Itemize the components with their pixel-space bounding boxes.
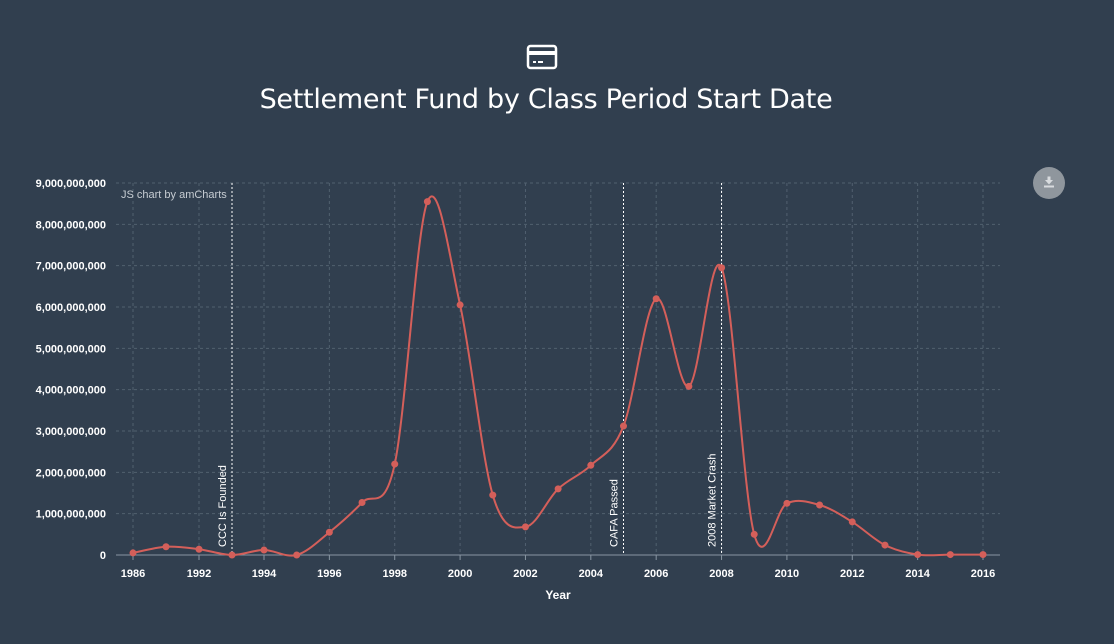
y-tick-label: 8,000,000,000	[36, 219, 106, 231]
data-point[interactable]	[391, 460, 399, 468]
y-tick-label: 6,000,000,000	[36, 302, 106, 314]
y-tick-label: 0	[100, 550, 106, 562]
y-tick-label: 7,000,000,000	[36, 261, 106, 273]
y-tick-label: 5,000,000,000	[36, 343, 106, 355]
data-point[interactable]	[228, 551, 236, 559]
y-tick-label: 3,000,000,000	[36, 426, 106, 438]
page-title: Settlement Fund by Class Period Start Da…	[259, 84, 833, 115]
x-tick-label: 1994	[252, 568, 277, 580]
data-point[interactable]	[685, 382, 693, 390]
x-tick-label: 2014	[905, 568, 930, 580]
data-point[interactable]	[489, 491, 497, 499]
data-point[interactable]	[914, 551, 922, 559]
x-tick-label: 1986	[121, 568, 145, 580]
download-icon	[1044, 176, 1054, 188]
data-point[interactable]	[816, 501, 824, 509]
download-button[interactable]	[1033, 167, 1065, 199]
x-tick-label: 2006	[644, 568, 668, 580]
guide-label: 2008 Market Crash	[707, 453, 719, 547]
data-point[interactable]	[620, 422, 627, 430]
data-point[interactable]	[881, 541, 889, 549]
data-point[interactable]	[358, 499, 366, 507]
x-axis-title: Year	[545, 588, 571, 602]
data-point[interactable]	[260, 546, 268, 554]
data-points	[129, 198, 987, 559]
y-tick-label: 4,000,000,000	[36, 385, 106, 397]
x-tick-label: 2004	[579, 568, 604, 580]
x-tick-label: 2012	[840, 568, 864, 580]
data-point[interactable]	[129, 549, 137, 557]
chart-credit[interactable]: JS chart by amCharts	[121, 189, 227, 201]
data-point[interactable]	[521, 523, 529, 531]
series-line	[132, 195, 983, 557]
grid	[116, 182, 1000, 555]
axes: 0 1,000,000,000 2,000,000,000 3,000,000,000…	[36, 178, 1000, 580]
y-tick-label: 1,000,000,000	[36, 509, 106, 521]
guides: CCC Is Founded CAFA Passed 2008 Market Cra…	[217, 183, 723, 555]
y-tick-label: 2,000,000,000	[36, 467, 106, 479]
data-point[interactable]	[423, 198, 431, 206]
data-point[interactable]	[587, 461, 595, 469]
data-point[interactable]	[750, 530, 758, 538]
data-point[interactable]	[946, 551, 954, 559]
x-tick-label: 2008	[709, 568, 733, 580]
data-point[interactable]	[652, 295, 660, 303]
data-point[interactable]	[848, 518, 856, 526]
x-tick-label: 2002	[513, 568, 537, 580]
data-point[interactable]	[456, 301, 464, 309]
data-point[interactable]	[325, 528, 333, 536]
x-tick-label: 1992	[187, 568, 211, 580]
guide-label: CCC Is Founded	[217, 465, 229, 547]
x-tick-label: 2010	[775, 568, 799, 580]
data-point[interactable]	[162, 543, 170, 551]
credit-card-icon	[526, 44, 558, 70]
x-tick-label: 1996	[317, 568, 341, 580]
y-tick-label: 9,000,000,000	[36, 178, 106, 190]
data-point[interactable]	[979, 551, 987, 559]
x-tick-label: 1998	[382, 568, 406, 580]
x-tick-label: 2000	[448, 568, 472, 580]
data-point[interactable]	[718, 264, 726, 272]
x-tick-label: 2016	[971, 568, 995, 580]
data-point[interactable]	[783, 499, 791, 507]
data-point[interactable]	[195, 545, 203, 553]
guide-label: CAFA Passed	[609, 479, 621, 547]
data-point[interactable]	[554, 485, 562, 493]
data-point[interactable]	[293, 551, 301, 559]
